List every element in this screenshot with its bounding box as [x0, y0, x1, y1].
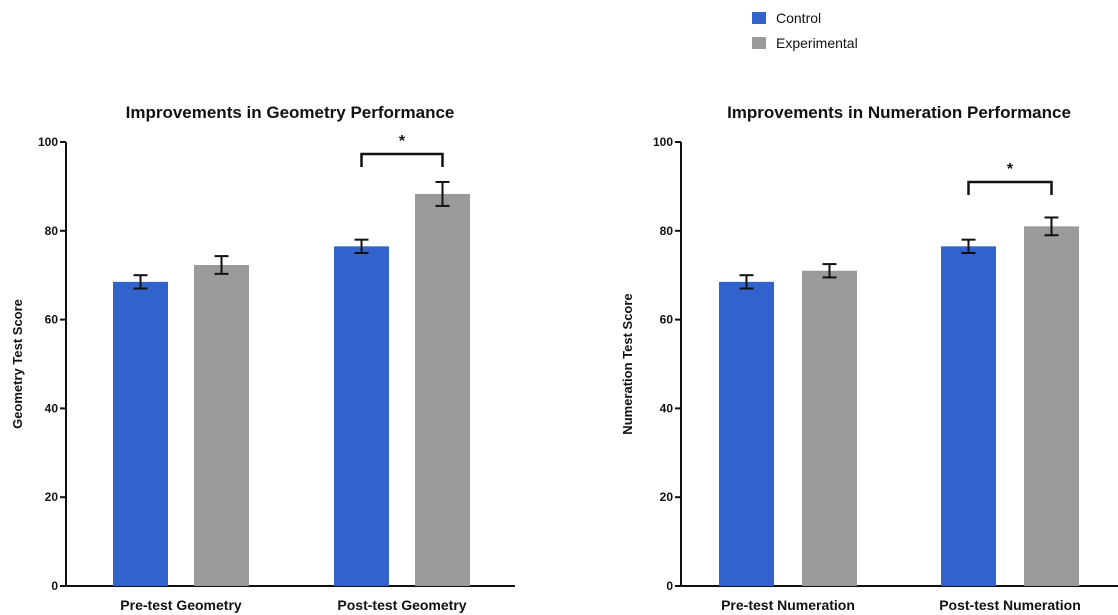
legend-label-experimental: Experimental	[776, 35, 858, 51]
bar-control-pre-test-numeration	[719, 281, 774, 586]
legend: Control Experimental	[752, 10, 858, 51]
bar-experimental-pre-test-numeration	[802, 270, 857, 586]
bar-experimental-post-test-numeration	[1024, 226, 1079, 587]
legend-label-control: Control	[776, 10, 821, 26]
error-bar-control-pre-test-numeration	[739, 274, 754, 290]
bar-control-post-test-numeration	[941, 246, 996, 586]
legend-swatch-control	[752, 12, 766, 24]
y-tick-label: 40	[660, 401, 674, 415]
chart-title: Improvements in Geometry Performance	[126, 103, 455, 122]
significance-marker: *	[399, 133, 406, 150]
category-label: Pre-test Geometry	[120, 597, 242, 613]
geometry-chart: Improvements in Geometry Performance Geom…	[10, 103, 515, 613]
error-bar-control-post-test-numeration	[961, 238, 976, 254]
error-bar-experimental-post-test-geometry	[435, 180, 450, 207]
significance-marker: *	[1007, 161, 1014, 178]
y-tick-label: 60	[45, 313, 59, 327]
y-tick-label: 0	[666, 579, 673, 593]
bar-control-post-test-geometry	[334, 246, 389, 586]
numeration-chart: Improvements in Numeration Performance Nu…	[620, 103, 1118, 613]
y-tick-label: 20	[45, 490, 59, 504]
significance-bracket	[360, 152, 444, 167]
category-label: Post-test Geometry	[337, 597, 466, 613]
chart-title: Improvements in Numeration Performance	[727, 103, 1071, 122]
y-tick-label: 80	[45, 224, 59, 238]
y-tick-label: 100	[653, 135, 673, 149]
y-tick-label: 40	[45, 401, 59, 415]
category-label: Post-test Numeration	[939, 597, 1081, 613]
y-tick-label: 100	[38, 135, 58, 149]
error-bar-control-pre-test-geometry	[133, 274, 148, 290]
error-bar-experimental-pre-test-numeration	[822, 263, 837, 279]
error-bar-experimental-post-test-numeration	[1044, 216, 1059, 237]
error-bar-control-post-test-geometry	[354, 238, 369, 254]
category-label: Pre-test Numeration	[721, 597, 855, 613]
y-tick-label: 20	[660, 490, 674, 504]
error-bar-experimental-pre-test-geometry	[214, 255, 229, 275]
bar-experimental-post-test-geometry	[415, 193, 470, 586]
bar-control-pre-test-geometry	[113, 281, 168, 586]
y-axis-label: Geometry Test Score	[10, 299, 25, 429]
significance-bracket	[967, 180, 1053, 195]
legend-swatch-experimental	[752, 37, 766, 49]
bar-experimental-pre-test-geometry	[194, 264, 249, 586]
y-tick-label: 60	[660, 313, 674, 327]
y-tick-label: 0	[51, 579, 58, 593]
y-axis-label: Numeration Test Score	[620, 293, 635, 434]
y-tick-label: 80	[660, 224, 674, 238]
